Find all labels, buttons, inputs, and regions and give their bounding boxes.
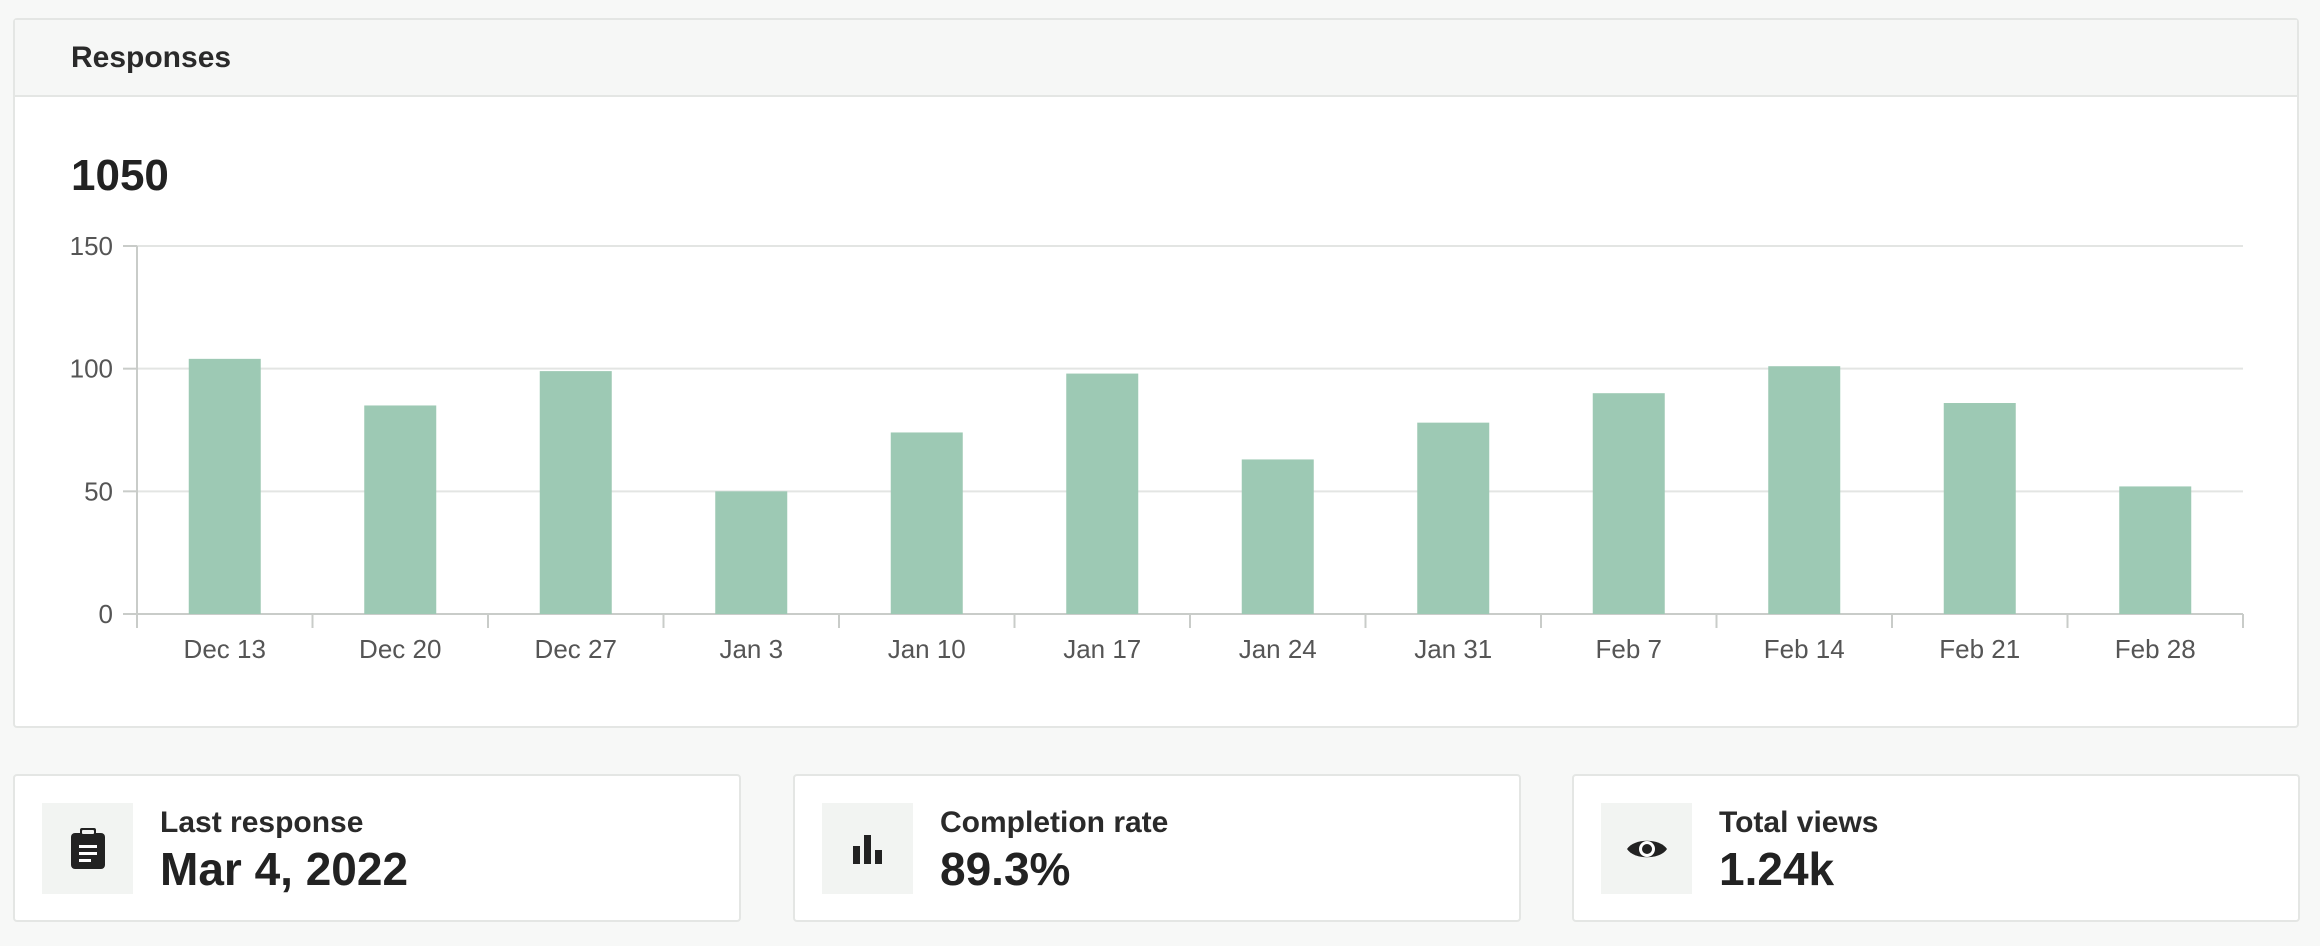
- bar: [890, 432, 963, 614]
- last-response-card: Last response Mar 4, 2022: [13, 774, 741, 922]
- responses-total: 1050: [71, 151, 169, 200]
- x-tick-label: Feb 14: [1764, 634, 1845, 664]
- panel-header: Responses: [15, 20, 2297, 97]
- x-tick-label: Feb 28: [2115, 634, 2196, 664]
- bar: [364, 405, 437, 614]
- bar-chart-icon: [822, 803, 913, 894]
- clipboard-icon: [42, 803, 133, 894]
- bar: [1592, 393, 1665, 614]
- bar: [1066, 373, 1139, 614]
- card-value: 89.3%: [940, 843, 1071, 895]
- y-tick-label: 100: [70, 354, 113, 384]
- card-value: 1.24k: [1719, 843, 1835, 895]
- x-tick-label: Jan 3: [719, 634, 783, 664]
- x-tick-label: Dec 27: [535, 634, 617, 664]
- x-tick-label: Jan 24: [1239, 634, 1317, 664]
- bar: [539, 371, 612, 614]
- card-label: Completion rate: [940, 806, 1169, 839]
- y-tick-label: 50: [84, 476, 113, 506]
- eye-icon: [1601, 803, 1692, 894]
- x-tick-label: Dec 13: [184, 634, 266, 664]
- bar: [715, 491, 788, 614]
- bar: [188, 358, 261, 614]
- x-tick-label: Jan 31: [1414, 634, 1492, 664]
- y-tick-label: 150: [70, 231, 113, 261]
- x-tick-label: Feb 7: [1596, 634, 1663, 664]
- x-tick-label: Jan 10: [888, 634, 966, 664]
- x-tick-label: Feb 21: [1939, 634, 2020, 664]
- bar: [1417, 422, 1490, 614]
- panel-title: Responses: [71, 40, 232, 74]
- bar: [1943, 403, 2016, 614]
- bar: [1768, 366, 1841, 614]
- responses-bar-chart: 0 50 100 150 Dec 13 Dec 20 Dec 27 Jan 3 Jan 10 Ja…: [70, 231, 2244, 664]
- card-label: Total views: [1719, 806, 1879, 839]
- x-tick-label: Dec 20: [359, 634, 441, 664]
- y-tick-label: 0: [99, 599, 113, 629]
- responses-panel: Responses 1050 0 50 100 150 Dec 13 Dec 20 Dec …: [13, 18, 2299, 728]
- card-value: Mar 4, 2022: [160, 843, 409, 895]
- bar: [2119, 486, 2192, 614]
- x-tick-label: Jan 17: [1063, 634, 1141, 664]
- bar: [1241, 459, 1314, 614]
- completion-rate-card: Completion rate 89.3%: [793, 774, 1521, 922]
- total-views-card: Total views 1.24k: [1572, 774, 2300, 922]
- card-label: Last response: [160, 806, 364, 839]
